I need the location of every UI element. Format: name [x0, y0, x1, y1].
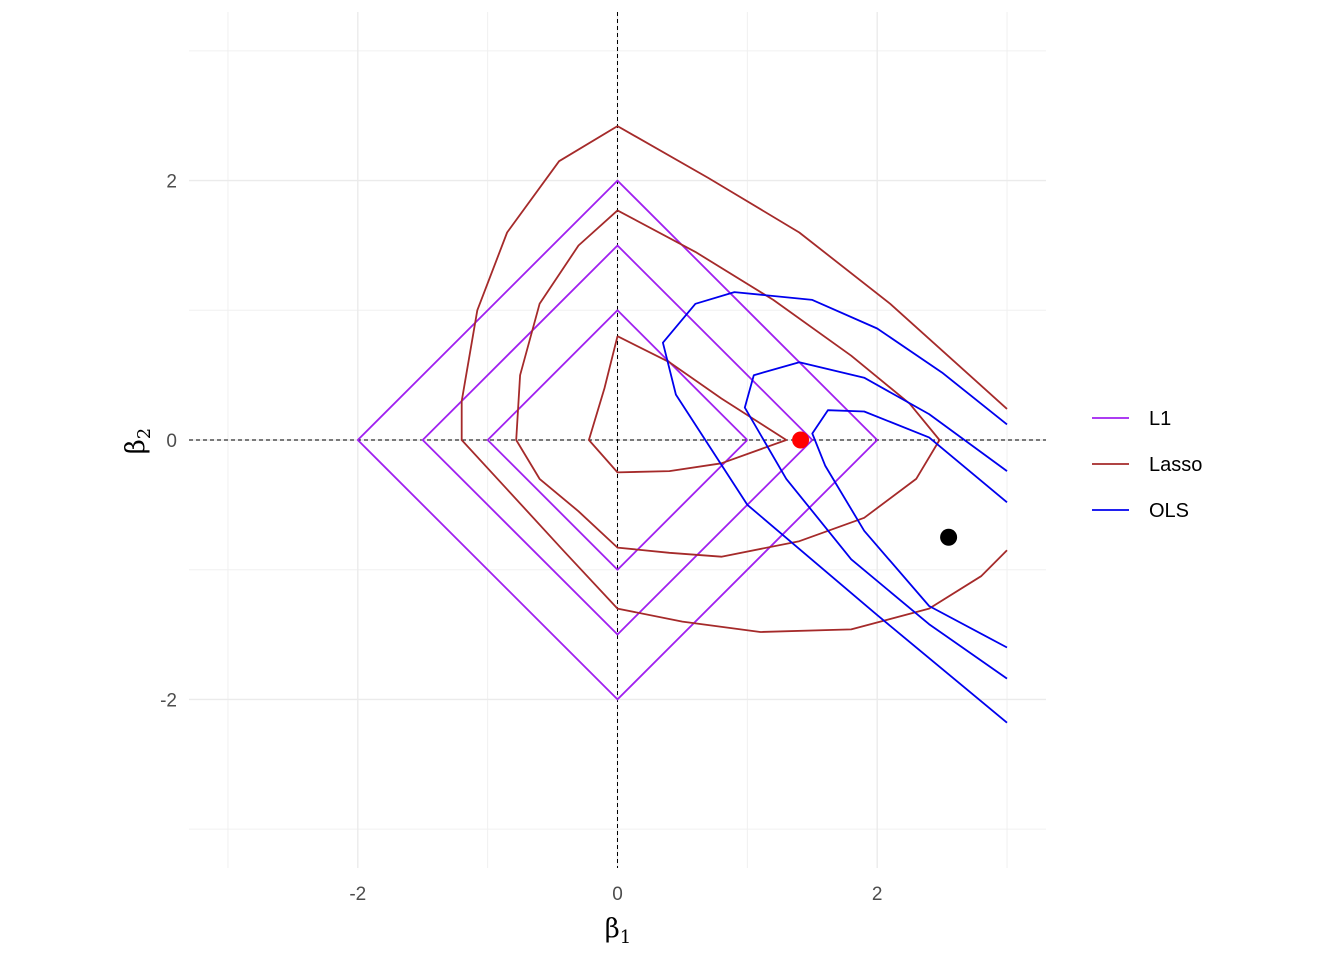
contour-ols-2	[743, 361, 1008, 680]
contour-lasso-4	[588, 335, 788, 474]
x-axis-title: β1	[605, 914, 631, 948]
data-point-1	[792, 431, 810, 449]
legend: L1 Lasso OLS	[1092, 408, 1202, 522]
reference-lines	[189, 12, 1046, 868]
contour-lasso-2	[460, 125, 1008, 633]
y-tick-label: 0	[166, 431, 177, 452]
legend-label-lasso: Lasso	[1149, 454, 1202, 476]
y-tick-label: 2	[166, 172, 177, 193]
legend-label-ols: OLS	[1149, 500, 1189, 522]
x-tick-label: 2	[872, 884, 883, 905]
legend-label-l1: L1	[1149, 408, 1171, 430]
series-l1	[356, 179, 878, 701]
tick-labels: -2 0 2 -2 0 2	[160, 172, 882, 905]
points-group	[792, 431, 958, 546]
contour-l1-2	[421, 244, 813, 636]
y-tick-label: -2	[160, 690, 177, 711]
series-ols	[662, 291, 1008, 724]
contour-lasso-1	[617, 125, 1008, 410]
x-tick-label: 0	[612, 884, 623, 905]
contour-lasso-3	[515, 209, 941, 558]
data-point-2	[940, 528, 958, 546]
contour-ols-3	[811, 409, 1008, 649]
x-tick-label: -2	[349, 884, 366, 905]
series-group	[356, 125, 1008, 724]
contour-l1-1	[356, 179, 878, 701]
y-axis-title: β2	[121, 428, 155, 454]
contour-l1-3	[486, 309, 748, 571]
series-lasso	[460, 125, 1008, 633]
contour-ols-1	[662, 291, 1008, 724]
